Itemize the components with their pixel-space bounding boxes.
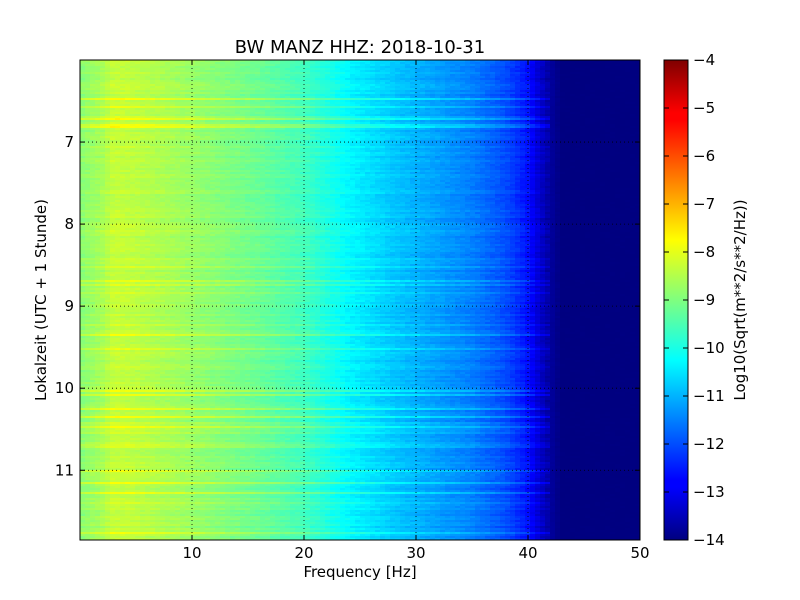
x-axis-title: Frequency [Hz] — [303, 563, 416, 581]
x-tick-label: 40 — [518, 544, 537, 562]
plot-frame — [79, 59, 641, 541]
y-tick-label: 10 — [55, 379, 74, 397]
spectrogram-heatmap — [80, 60, 640, 540]
y-tick-label: 7 — [64, 133, 74, 151]
chart-title: BW MANZ HHZ: 2018-10-31 — [235, 37, 485, 58]
colorbar-tick-label: −6 — [693, 147, 715, 165]
colorbar-tick-label: −7 — [693, 195, 715, 213]
colorbar-tick-label: −12 — [693, 435, 725, 453]
colorbar-tick-label: −8 — [693, 243, 715, 261]
y-axis-title: Lokalzeit (UTC + 1 Stunde) — [32, 199, 50, 401]
colorbar-tick-label: −13 — [693, 483, 725, 501]
x-tick-label: 30 — [406, 544, 425, 562]
x-axis-ticks: 10 20 30 40 50 — [182, 60, 650, 562]
colorbar-tick-label: −9 — [693, 291, 715, 309]
x-tick-label: 20 — [294, 544, 313, 562]
colorbar-tick-label: −4 — [693, 51, 715, 69]
y-tick-label: 8 — [64, 215, 74, 233]
grid-lines — [80, 60, 640, 540]
colorbar-tick-label: −10 — [693, 339, 725, 357]
colorbar-tick-label: −11 — [693, 387, 725, 405]
colorbar-ticks: −4 −5 −6 −7 −8 −9 −10 −11 −12 −13 −14 — [664, 51, 725, 549]
y-tick-label: 9 — [64, 297, 74, 315]
colorbar-tick-label: −5 — [693, 99, 715, 117]
y-axis-ticks: 7 8 9 10 11 — [55, 133, 640, 479]
colorbar-tick-label: −14 — [693, 531, 725, 549]
colorbar-title: Log10(Sqrt(m**2/s**2/Hz)) — [731, 199, 749, 400]
y-tick-label: 11 — [55, 461, 74, 479]
spectrogram-image — [80, 60, 640, 540]
x-tick-label: 10 — [182, 544, 201, 562]
x-tick-label: 50 — [630, 544, 649, 562]
